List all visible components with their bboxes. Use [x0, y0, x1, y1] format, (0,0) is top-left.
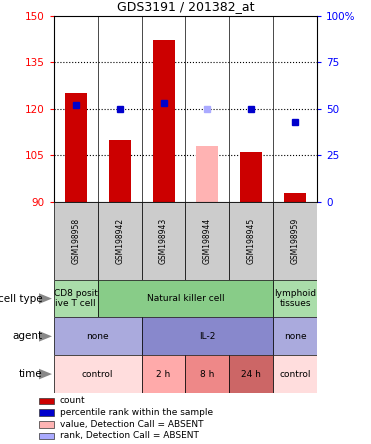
- Bar: [65, 93, 87, 202]
- Bar: [54, 280, 98, 317]
- Text: control: control: [82, 369, 114, 379]
- Bar: [186, 202, 229, 280]
- Bar: [98, 202, 142, 280]
- Bar: [186, 355, 229, 393]
- Bar: [273, 355, 317, 393]
- Text: GSM198958: GSM198958: [71, 218, 80, 264]
- Bar: [39, 421, 54, 428]
- Text: none: none: [284, 332, 306, 341]
- Bar: [273, 317, 317, 355]
- Bar: [240, 152, 262, 202]
- Title: GDS3191 / 201382_at: GDS3191 / 201382_at: [117, 0, 254, 13]
- Bar: [273, 202, 317, 280]
- Text: IL-2: IL-2: [199, 332, 216, 341]
- Text: 8 h: 8 h: [200, 369, 215, 379]
- Text: GSM198945: GSM198945: [247, 218, 256, 264]
- Text: value, Detection Call = ABSENT: value, Detection Call = ABSENT: [60, 420, 203, 429]
- Text: none: none: [86, 332, 109, 341]
- Bar: [39, 409, 54, 416]
- Bar: [273, 280, 317, 317]
- Text: control: control: [279, 369, 311, 379]
- Polygon shape: [39, 331, 52, 342]
- Text: 24 h: 24 h: [242, 369, 261, 379]
- Bar: [54, 202, 98, 280]
- Text: GSM198959: GSM198959: [291, 218, 300, 264]
- Polygon shape: [39, 369, 52, 379]
- Text: 2 h: 2 h: [157, 369, 171, 379]
- Text: agent: agent: [13, 331, 43, 341]
- Text: cell type: cell type: [0, 293, 43, 304]
- Bar: [152, 40, 174, 202]
- Text: GSM198943: GSM198943: [159, 218, 168, 264]
- Bar: [39, 398, 54, 404]
- Text: count: count: [60, 396, 85, 405]
- Bar: [284, 193, 306, 202]
- Text: percentile rank within the sample: percentile rank within the sample: [60, 408, 213, 417]
- Text: rank, Detection Call = ABSENT: rank, Detection Call = ABSENT: [60, 432, 199, 440]
- Text: GSM198942: GSM198942: [115, 218, 124, 264]
- Text: GSM198944: GSM198944: [203, 218, 212, 264]
- Bar: [54, 355, 142, 393]
- Text: time: time: [19, 369, 43, 379]
- Bar: [142, 355, 186, 393]
- Text: CD8 posit
ive T cell: CD8 posit ive T cell: [54, 289, 98, 308]
- Polygon shape: [39, 293, 52, 304]
- Bar: [98, 280, 273, 317]
- Text: Natural killer cell: Natural killer cell: [147, 294, 224, 303]
- Bar: [39, 433, 54, 439]
- Bar: [109, 140, 131, 202]
- Bar: [229, 202, 273, 280]
- Bar: [54, 317, 142, 355]
- Text: lymphoid
tissues: lymphoid tissues: [274, 289, 316, 308]
- Bar: [197, 146, 219, 202]
- Bar: [229, 355, 273, 393]
- Bar: [142, 317, 273, 355]
- Bar: [142, 202, 186, 280]
